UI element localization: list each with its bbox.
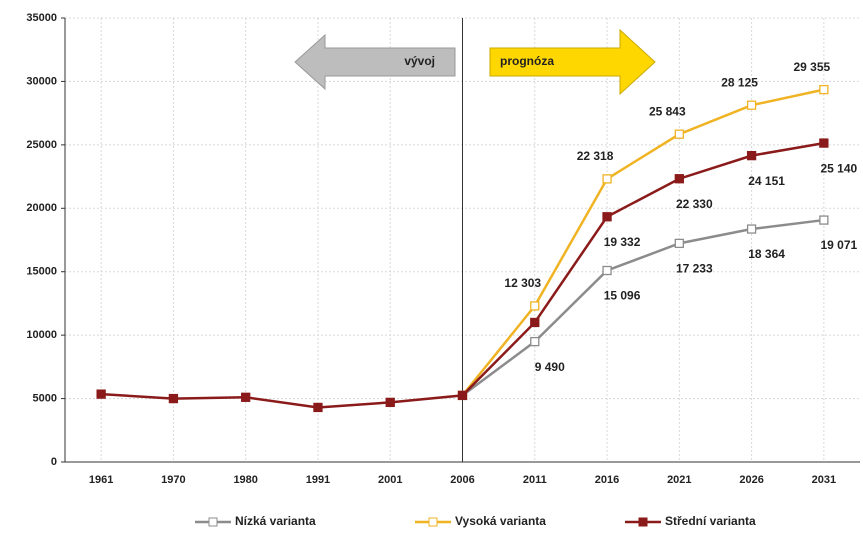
point xyxy=(241,392,251,402)
series-line xyxy=(461,88,825,397)
x-tick-label: 2021 xyxy=(667,474,691,486)
y-tick-label: 0 xyxy=(51,456,57,468)
legend-label: Vysoká varianta xyxy=(455,514,546,528)
y-tick-label: 5000 xyxy=(33,392,57,404)
y-tick-label: 15000 xyxy=(26,266,57,278)
data-label: 25 843 xyxy=(649,104,686,118)
x-tick-label: 1970 xyxy=(161,474,185,486)
point xyxy=(674,174,684,184)
series-line xyxy=(461,218,825,397)
data-label: 19 332 xyxy=(604,235,641,249)
point xyxy=(602,174,612,184)
point xyxy=(385,397,395,408)
point xyxy=(602,265,612,276)
data-label: 29 355 xyxy=(794,60,831,74)
point xyxy=(746,224,757,234)
forecast-arrow xyxy=(489,28,656,96)
x-tick-label: 1980 xyxy=(233,474,257,486)
annotation: prognóza xyxy=(500,54,554,68)
past-arrow xyxy=(294,33,456,91)
y-tick-label: 10000 xyxy=(26,329,57,341)
x-tick-label: 2006 xyxy=(450,474,474,486)
data-label: 12 303 xyxy=(504,276,541,290)
x-tick-label: 2016 xyxy=(595,474,619,486)
data-label: 24 151 xyxy=(748,174,785,188)
point xyxy=(313,402,323,413)
data-label: 18 364 xyxy=(748,247,785,261)
point xyxy=(602,212,612,222)
point xyxy=(819,138,829,148)
data-label: 25 140 xyxy=(821,161,858,175)
x-tick-label: 2011 xyxy=(523,474,547,486)
x-tick-label: 1961 xyxy=(89,474,113,486)
y-tick-label: 20000 xyxy=(26,202,57,214)
point xyxy=(674,238,684,249)
data-label: 17 233 xyxy=(676,262,713,276)
point xyxy=(168,393,179,404)
x-tick-label: 2001 xyxy=(378,474,402,486)
data-label: 15 096 xyxy=(604,289,641,303)
annotation: vývoj xyxy=(404,54,435,68)
point xyxy=(530,317,540,328)
legend-label: Střední varianta xyxy=(665,514,756,528)
data-label: 22 318 xyxy=(577,149,614,163)
data-label: 22 330 xyxy=(676,197,713,211)
point xyxy=(674,129,684,139)
point xyxy=(746,150,757,161)
y-tick-label: 35000 xyxy=(26,12,57,24)
point xyxy=(819,84,829,95)
data-label: 28 125 xyxy=(721,75,758,89)
data-label: 9 490 xyxy=(535,360,565,374)
legend-marker xyxy=(428,517,438,527)
x-tick-label: 2031 xyxy=(812,474,836,486)
point xyxy=(530,336,540,347)
legend-marker xyxy=(638,517,648,527)
legend-marker xyxy=(208,517,218,527)
x-tick-label: 2026 xyxy=(739,474,763,486)
data-label: 19 071 xyxy=(821,238,858,252)
y-tick-label: 25000 xyxy=(26,139,57,151)
point xyxy=(530,301,540,311)
legend-label: Nízká varianta xyxy=(235,514,316,528)
point xyxy=(457,390,468,401)
point xyxy=(96,389,106,399)
point xyxy=(746,100,757,110)
point xyxy=(819,215,829,225)
x-tick-label: 1991 xyxy=(306,474,330,486)
y-tick-label: 30000 xyxy=(26,75,57,87)
